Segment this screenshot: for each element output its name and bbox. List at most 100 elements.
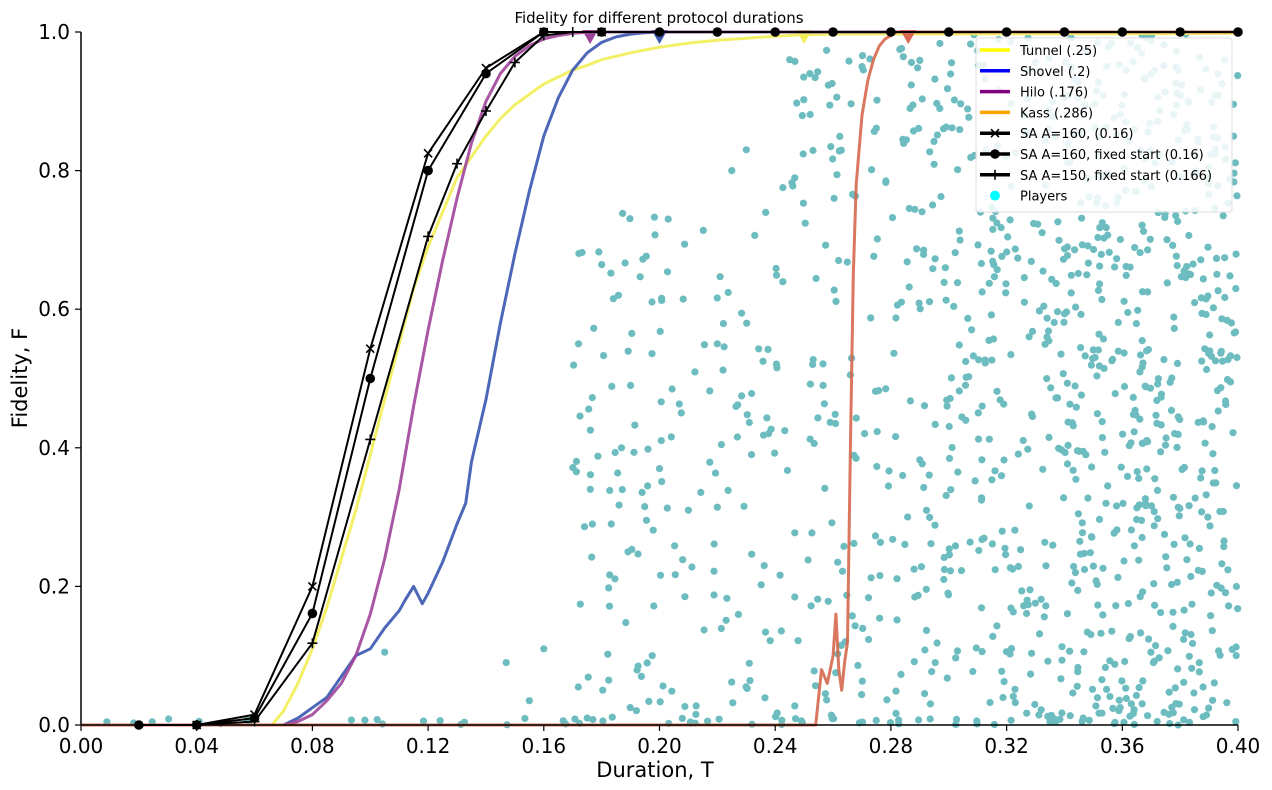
player-point (588, 520, 597, 528)
player-point (940, 575, 948, 584)
player-point (1144, 288, 1152, 296)
player-point (871, 532, 880, 540)
player-point (347, 716, 355, 724)
y-tick-label: 0.2 (38, 574, 70, 598)
player-point (585, 405, 593, 413)
player-point (957, 100, 965, 108)
player-point (1232, 652, 1240, 660)
player-point (873, 428, 881, 436)
player-point (576, 412, 584, 420)
player-point (1135, 474, 1143, 482)
player-point (1154, 375, 1162, 383)
player-point (1104, 231, 1112, 239)
player-point (1224, 566, 1232, 574)
player-point (1187, 630, 1195, 639)
player-point (1227, 319, 1235, 327)
player-point (762, 208, 770, 216)
player-point (996, 396, 1004, 404)
player-point (1114, 318, 1122, 327)
player-point (1194, 418, 1202, 426)
player-point (922, 626, 931, 635)
player-point (1234, 72, 1242, 80)
player-point (931, 75, 939, 83)
player-point (897, 670, 905, 679)
player-point (1113, 255, 1121, 263)
player-point (1172, 252, 1180, 260)
player-point (956, 236, 964, 244)
player-point (791, 174, 799, 182)
player-point (814, 414, 822, 422)
player-point (697, 488, 705, 496)
player-point (710, 591, 718, 599)
y-ticks: 0.0 0.2 0.4 0.6 0.8 1.0 (38, 20, 81, 737)
player-point (814, 68, 822, 76)
player-point (1145, 635, 1153, 643)
player-point (361, 716, 369, 724)
player-point (918, 208, 926, 216)
player-point (599, 686, 607, 694)
player-point (1207, 589, 1215, 597)
player-point (918, 95, 926, 103)
player-point (882, 177, 890, 185)
player-point (759, 357, 767, 365)
player-point (1198, 467, 1206, 475)
player-point (990, 273, 999, 281)
player-point (761, 694, 769, 702)
player-point (1144, 246, 1152, 254)
legend-label: SA A=160, (0.16) (1020, 127, 1133, 142)
player-point (1198, 309, 1206, 317)
player-point (1185, 502, 1193, 510)
player-point (955, 227, 963, 235)
player-point (829, 155, 837, 163)
player-point (1136, 351, 1145, 359)
player-point (719, 366, 727, 374)
player-point (806, 380, 815, 388)
player-point (809, 146, 817, 155)
player-point (764, 345, 772, 353)
player-point (773, 364, 781, 372)
player-point (1074, 269, 1082, 278)
player-point (678, 714, 686, 723)
player-point (1190, 689, 1198, 697)
series-optimum-marker (582, 30, 599, 44)
player-point (850, 539, 858, 548)
player-point (1139, 677, 1147, 685)
player-point (835, 147, 843, 155)
player-point (969, 352, 978, 360)
player-point (644, 482, 652, 490)
player-point (978, 402, 986, 410)
legend-item: Players (990, 190, 1067, 205)
player-point (1215, 647, 1223, 655)
player-point (885, 467, 893, 475)
player-point (724, 288, 732, 297)
player-point (1110, 720, 1118, 728)
player-point (1173, 262, 1181, 270)
player-point (931, 255, 939, 263)
player-point (643, 659, 651, 667)
player-point (1099, 611, 1107, 619)
player-point (1197, 256, 1205, 264)
player-point (1231, 159, 1239, 167)
player-point (792, 715, 800, 723)
player-point (1057, 350, 1065, 358)
player-point (1170, 324, 1178, 332)
player-point (781, 427, 789, 435)
player-point (989, 225, 997, 233)
player-point (1095, 515, 1104, 524)
player-point (688, 563, 696, 571)
player-point (858, 52, 867, 60)
player-point (681, 593, 689, 601)
y-tick-label: 0.4 (38, 436, 70, 460)
player-point (641, 503, 649, 511)
player-point (858, 718, 867, 726)
player-point (1044, 327, 1053, 335)
player-point (933, 131, 942, 139)
player-point (1073, 447, 1082, 455)
player-point (1074, 510, 1082, 518)
player-point (1122, 694, 1130, 703)
player-point (525, 697, 533, 705)
player-point (606, 571, 614, 579)
player-point (1000, 678, 1008, 686)
player-point (920, 402, 929, 410)
player-point (1094, 601, 1102, 609)
